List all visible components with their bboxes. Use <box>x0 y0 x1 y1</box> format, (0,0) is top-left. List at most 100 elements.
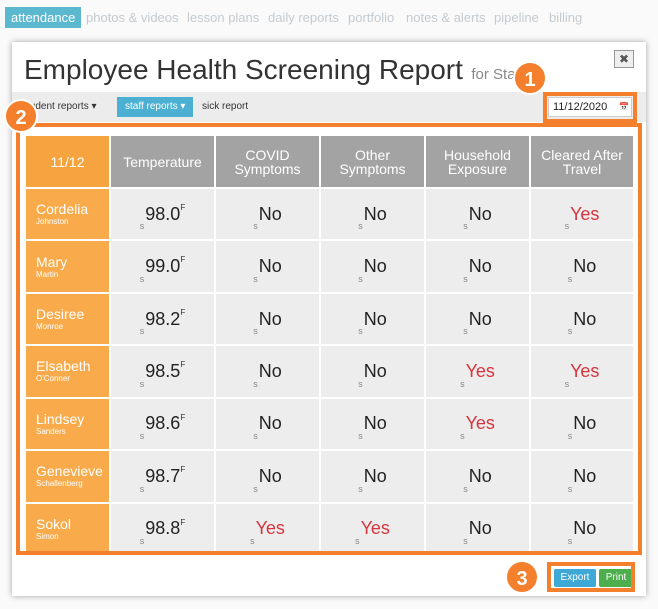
data-cell: s No <box>320 188 425 241</box>
data-cell: s No <box>215 450 320 503</box>
value-prefix: s <box>253 378 258 389</box>
column-header: Household Exposure <box>425 135 530 188</box>
first-name: Lindsey <box>36 410 85 427</box>
data-cell: s No <box>320 292 425 346</box>
answer: No <box>258 465 282 486</box>
data-cell: s No <box>320 345 425 398</box>
data-cell: s Yes <box>530 188 634 241</box>
data-cell: s No <box>530 292 634 346</box>
value-prefix: s <box>358 431 363 442</box>
export-button[interactable]: Export <box>554 569 596 587</box>
value-prefix: s <box>139 535 145 546</box>
last-name: Martin <box>36 269 59 279</box>
last-name: O'Conner <box>36 374 70 384</box>
temperature-unit: F <box>180 360 186 370</box>
answer: No <box>363 413 387 434</box>
answer: No <box>258 413 282 434</box>
answer: No <box>363 256 387 277</box>
step-badge: 2 <box>4 99 38 133</box>
answer: No <box>468 465 492 486</box>
calendar-icon[interactable]: 📅 <box>619 102 629 111</box>
nav-item[interactable]: pipeline <box>494 10 539 25</box>
data-cell: s No <box>425 450 530 503</box>
report-modal: ✖ Employee Health Screening Report for S… <box>12 42 646 596</box>
answer: Yes <box>360 518 390 539</box>
data-cell: s 98.2 F <box>110 292 215 346</box>
last-name: Schallenberg <box>36 479 83 489</box>
nav-item[interactable]: notes & alerts <box>406 10 486 25</box>
temperature: 98.8 <box>145 518 181 539</box>
column-header: COVID Symptoms <box>215 135 320 188</box>
value-prefix: s <box>564 378 570 389</box>
close-button[interactable]: ✖ <box>614 50 634 68</box>
tab[interactable]: staff reports ▾ <box>117 97 194 117</box>
answer: No <box>468 203 492 224</box>
data-cell: s No <box>530 502 634 555</box>
value-prefix: s <box>139 378 145 389</box>
value-prefix: s <box>355 535 360 546</box>
data-cell: s No <box>215 240 320 293</box>
subtitle: for Staff <box>471 66 524 83</box>
answer: No <box>573 256 597 277</box>
nav-item[interactable]: attendance <box>5 7 82 28</box>
nav-item[interactable]: lesson plans <box>187 10 260 25</box>
value-prefix: s <box>253 483 258 494</box>
data-cell: s Yes <box>425 345 530 398</box>
data-cell: s No <box>425 188 530 241</box>
last-name: Simon <box>36 531 59 541</box>
answer: Yes <box>255 518 285 539</box>
last-name: Monroe <box>36 322 64 332</box>
answer: Yes <box>570 203 600 224</box>
last-name: Sanders <box>36 426 66 436</box>
temperature: 99.0 <box>145 256 181 277</box>
value-prefix: s <box>253 273 258 284</box>
value-prefix: s <box>567 535 573 546</box>
nav-item[interactable]: photos & videos <box>86 10 179 25</box>
answer: No <box>573 308 597 329</box>
value-prefix: s <box>253 221 258 232</box>
title: Employee Health Screening Report <box>24 54 463 85</box>
tab[interactable]: sick report <box>202 101 249 112</box>
value-prefix: s <box>139 221 145 232</box>
column-header: Other Symptoms <box>320 135 425 188</box>
answer: No <box>363 465 387 486</box>
value-prefix: s <box>460 378 465 389</box>
first-name: Genevieve <box>36 463 103 480</box>
value-prefix: s <box>139 273 145 284</box>
temperature-unit: F <box>180 255 186 265</box>
temperature: 98.2 <box>145 308 181 329</box>
temperature-unit: F <box>180 307 186 317</box>
value-prefix: s <box>253 431 258 442</box>
answer: No <box>573 413 597 434</box>
data-cell: s No <box>215 345 320 398</box>
answer: No <box>573 465 597 486</box>
data-cell: s No <box>530 240 634 293</box>
answer: No <box>468 308 492 329</box>
value-prefix: s <box>567 326 573 337</box>
first-name: Cordelia <box>36 201 89 218</box>
name-cell: Desiree Monroe <box>25 292 110 346</box>
temperature-unit: F <box>180 465 186 475</box>
value-prefix: s <box>250 535 255 546</box>
first-name: Desiree <box>36 306 85 323</box>
data-cell: s Yes <box>215 502 320 555</box>
nav-item[interactable]: portfolio <box>348 10 395 25</box>
value-prefix: s <box>564 221 570 232</box>
date-input[interactable]: 11/12/2020 📅 <box>548 97 632 117</box>
value-prefix: s <box>358 273 363 284</box>
nav-item[interactable]: billing <box>549 10 583 25</box>
value-prefix: s <box>567 273 573 284</box>
tab[interactable]: student reports ▾ <box>22 101 97 112</box>
answer: No <box>258 360 282 381</box>
name-cell: Cordelia Johnston <box>25 188 110 241</box>
data-cell: s No <box>425 292 530 346</box>
print-button[interactable]: Print <box>599 569 633 587</box>
report-table: 11/12 Temperature COVID Symptoms Other Symp… <box>25 135 634 555</box>
nav-item[interactable]: daily reports <box>268 10 339 25</box>
data-cell: s Yes <box>425 397 530 451</box>
value-prefix: s <box>358 221 363 232</box>
answer: No <box>468 256 492 277</box>
step-badge: 1 <box>513 61 547 95</box>
answer: No <box>573 518 597 539</box>
data-cell: s No <box>425 240 530 293</box>
